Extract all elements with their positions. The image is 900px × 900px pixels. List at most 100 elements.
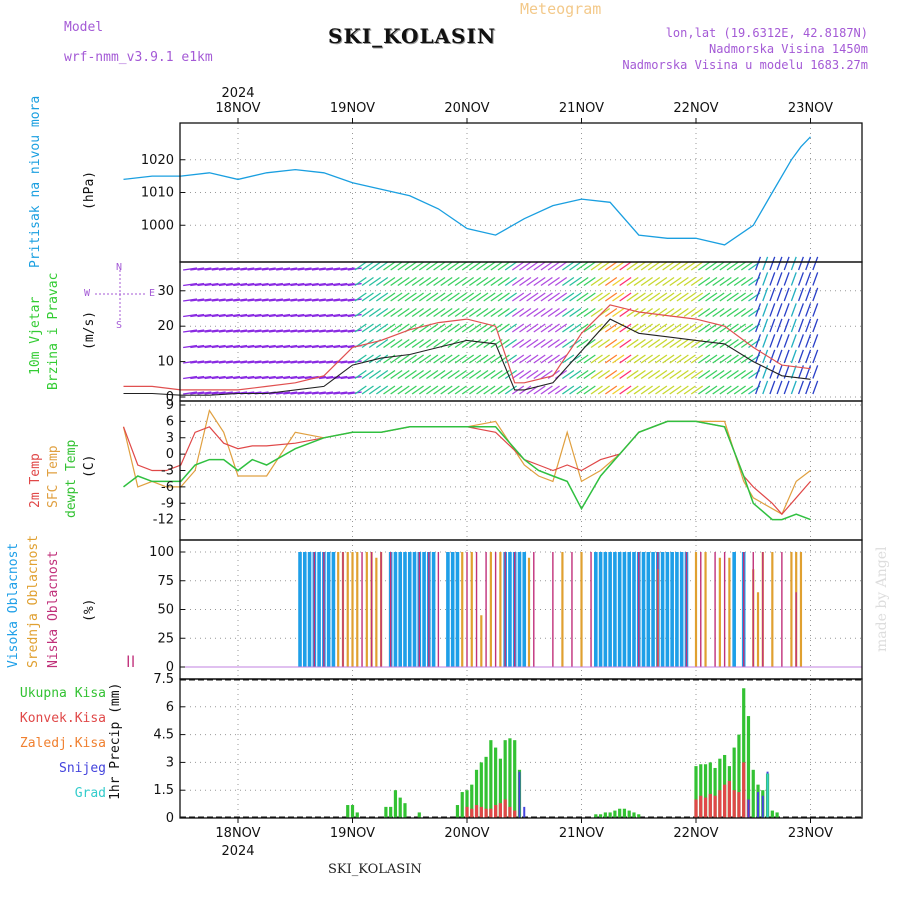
- wind-barb: [311, 344, 326, 349]
- wind-barb: [233, 360, 248, 364]
- wind-barb: [283, 391, 298, 395]
- wind-barb: [268, 313, 283, 318]
- wind-barb: [440, 323, 453, 333]
- precip-bar: [346, 805, 350, 818]
- wind-barb: [762, 365, 769, 379]
- y-tick-label: 1000: [141, 218, 174, 233]
- wind-barb: [375, 276, 389, 287]
- wind-barb: [705, 369, 718, 380]
- wind-barb: [254, 375, 269, 380]
- wind-barb: [225, 329, 241, 333]
- compass-north: N: [116, 262, 123, 273]
- wind-barb: [440, 369, 453, 380]
- cloud-bar: [522, 552, 527, 667]
- wind-barb: [418, 307, 432, 318]
- wind-barb: [383, 261, 396, 271]
- cloud-bar: [771, 552, 774, 667]
- wind-barb: [762, 380, 769, 395]
- wind-barb: [347, 267, 362, 271]
- wind-barb: [354, 385, 367, 395]
- wind-barb: [375, 369, 389, 380]
- wind-barb: [583, 292, 596, 302]
- wind-barb: [333, 313, 348, 318]
- wind-barb: [290, 375, 305, 380]
- precip-bar: [460, 792, 464, 818]
- wind-barb: [511, 261, 525, 271]
- wind-barb: [740, 385, 754, 395]
- wind-barb: [590, 385, 603, 395]
- wind-barb: [319, 391, 334, 395]
- wind-barb: [604, 338, 618, 349]
- precip-bar: [746, 716, 751, 818]
- wind-barb: [633, 261, 646, 271]
- bottom-day-label: 22NOV: [673, 826, 718, 841]
- wind-barb: [233, 375, 248, 380]
- precip-bar: [513, 740, 517, 818]
- wind-barb: [426, 338, 439, 349]
- wind-barb: [418, 385, 432, 395]
- wind-barb: [690, 385, 704, 395]
- wind-barb: [662, 385, 675, 395]
- wind-barb: [469, 323, 482, 333]
- wind-barb: [576, 338, 589, 349]
- wind-barb: [247, 298, 262, 302]
- wind-barb: [268, 282, 283, 287]
- wind-barb: [511, 292, 525, 302]
- wind-barb: [626, 354, 639, 364]
- wind-gust-line: [123, 304, 811, 391]
- wind-barb: [569, 323, 582, 333]
- wind-barb: [447, 276, 460, 287]
- wind-barb: [397, 354, 410, 364]
- wind-barb: [762, 349, 769, 364]
- wind-barb: [247, 313, 262, 318]
- model-name: wrf-nmm_v3.9.1 e1km: [64, 50, 213, 65]
- precip-bar: [732, 790, 736, 818]
- wind-barb: [461, 261, 475, 271]
- wind-barb: [705, 385, 718, 395]
- wind-barb: [719, 323, 732, 333]
- wind-barb: [690, 307, 704, 318]
- wind-barb: [790, 365, 797, 379]
- wind-barb: [626, 369, 639, 380]
- precip-bar: [598, 814, 603, 818]
- wind-barb: [698, 338, 711, 349]
- wind-barb: [268, 360, 283, 364]
- y-tick-label: 1.5: [153, 783, 174, 798]
- y-tick-label: 20: [157, 319, 174, 334]
- cloud-bar: [651, 552, 655, 667]
- precip-bar: [498, 803, 502, 818]
- wind-barb: [705, 261, 718, 271]
- wind-barb: [669, 385, 682, 395]
- y-tick-label: -12: [153, 513, 174, 528]
- y-tick-label: 3: [166, 755, 174, 770]
- wind-barb: [404, 276, 417, 287]
- wind-barb: [204, 298, 219, 302]
- cloud-bar: [455, 552, 460, 667]
- wind-barb: [604, 307, 618, 318]
- y-tick-label: 9: [166, 398, 174, 413]
- wind-barb: [340, 313, 355, 318]
- wind-barb: [776, 287, 783, 302]
- cloud-bar: [527, 557, 531, 667]
- wind-barb: [490, 307, 503, 318]
- wind-barb: [311, 298, 326, 302]
- wind-barb: [533, 307, 546, 318]
- wind-barb: [647, 369, 661, 380]
- wind-barb: [211, 360, 226, 364]
- wind-barb: [211, 282, 226, 287]
- wind-barb: [526, 292, 539, 302]
- y-tick-label: 0: [166, 447, 174, 462]
- wind-barb: [197, 391, 212, 395]
- cloud-bar: [418, 552, 420, 667]
- wind-barb: [576, 261, 589, 271]
- wind-barb: [683, 307, 696, 318]
- bottom-day-label: 21NOV: [559, 826, 604, 841]
- y-tick-label: 10: [157, 355, 174, 370]
- precip-bar: [727, 780, 731, 818]
- wind-barb: [655, 338, 668, 349]
- wind-barb: [247, 267, 262, 271]
- wind-barb: [190, 360, 205, 364]
- wind-barb: [461, 292, 475, 302]
- wind-barb: [254, 329, 269, 333]
- wind-barb: [805, 287, 812, 302]
